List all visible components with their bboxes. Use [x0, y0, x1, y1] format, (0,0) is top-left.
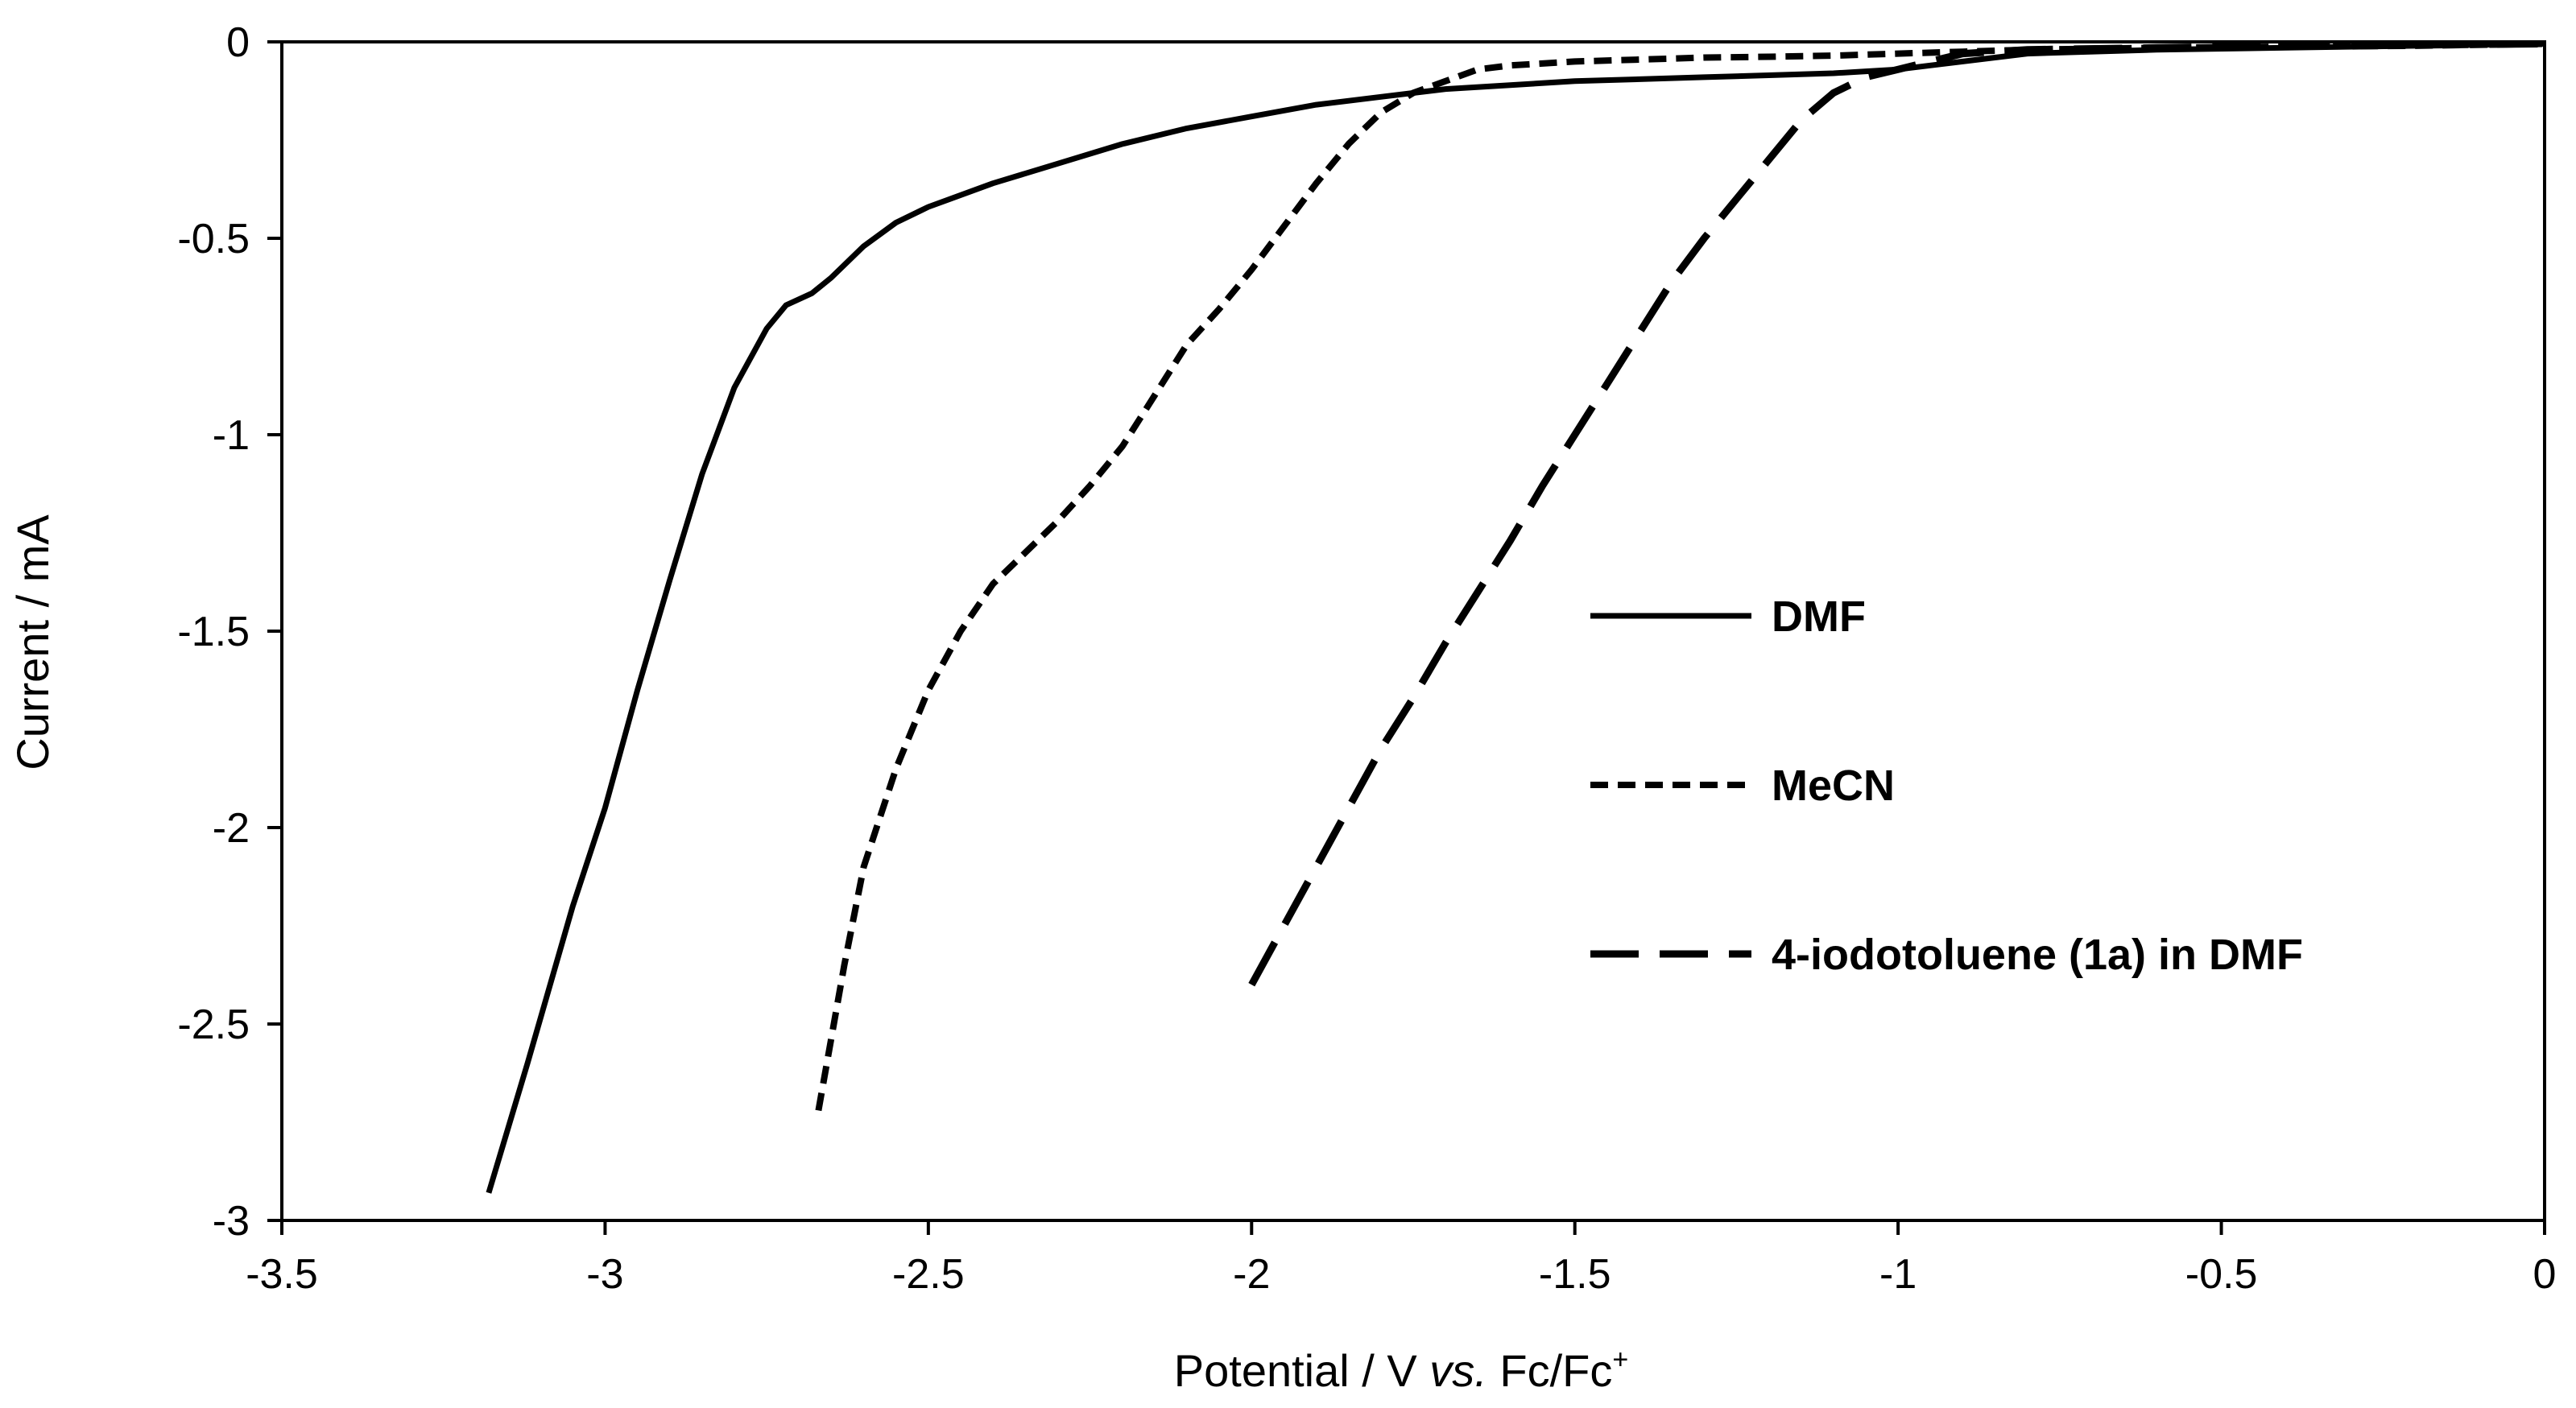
y-tick-label: -3 [213, 1198, 250, 1245]
x-axis-title-superscript: + [1612, 1344, 1628, 1375]
y-tick-label: -2 [213, 805, 250, 852]
legend-label-3: 4-iodotoluene (1a) in DMF [1772, 931, 2303, 979]
series-line-2 [815, 40, 2545, 1112]
x-axis-title-prefix: Potential / V [1174, 1345, 1430, 1396]
y-tick-label: 0 [226, 19, 250, 66]
series-line-3 [1248, 39, 2545, 987]
y-tick-label: -1.5 [177, 609, 250, 655]
legend: DMF MeCN 4-iodotoluene (1a) in DMF [1590, 593, 2303, 979]
plot-area-frame [280, 40, 2546, 1222]
x-tick-label: -1.5 [1539, 1251, 1611, 1298]
y-tick-label: -0.5 [177, 216, 250, 262]
legend-label-1: DMF [1772, 593, 1866, 641]
legend-label-2: MeCN [1772, 762, 1895, 810]
y-tick-label: -1 [213, 412, 250, 459]
x-tick-label: -2.5 [892, 1251, 965, 1298]
x-tick-label: -0.5 [2185, 1251, 2258, 1298]
y-tick-label: -2.5 [177, 1001, 250, 1048]
x-tick-label: -3 [586, 1251, 623, 1298]
series-group [486, 39, 2545, 1194]
y-axis-title: Current / mA [7, 514, 58, 770]
x-tick-label: -3.5 [246, 1251, 318, 1298]
x-tick-label: -1 [1879, 1251, 1916, 1298]
axes: -3.5 -3 -2.5 -2 -1.5 -1 -0.5 0 0 -0.5 -1 -1.5 -2 -2.5… [177, 19, 2556, 1298]
series-line-1 [486, 40, 2545, 1194]
x-axis-title: Potential / V vs. Fc/Fc+ [1174, 1344, 1628, 1396]
x-axis-title-italic: vs. [1429, 1345, 1487, 1396]
x-axis-title-suffix: Fc/Fc [1487, 1345, 1613, 1396]
x-tick-label: -2 [1233, 1251, 1270, 1298]
x-tick-label: 0 [2533, 1251, 2557, 1298]
